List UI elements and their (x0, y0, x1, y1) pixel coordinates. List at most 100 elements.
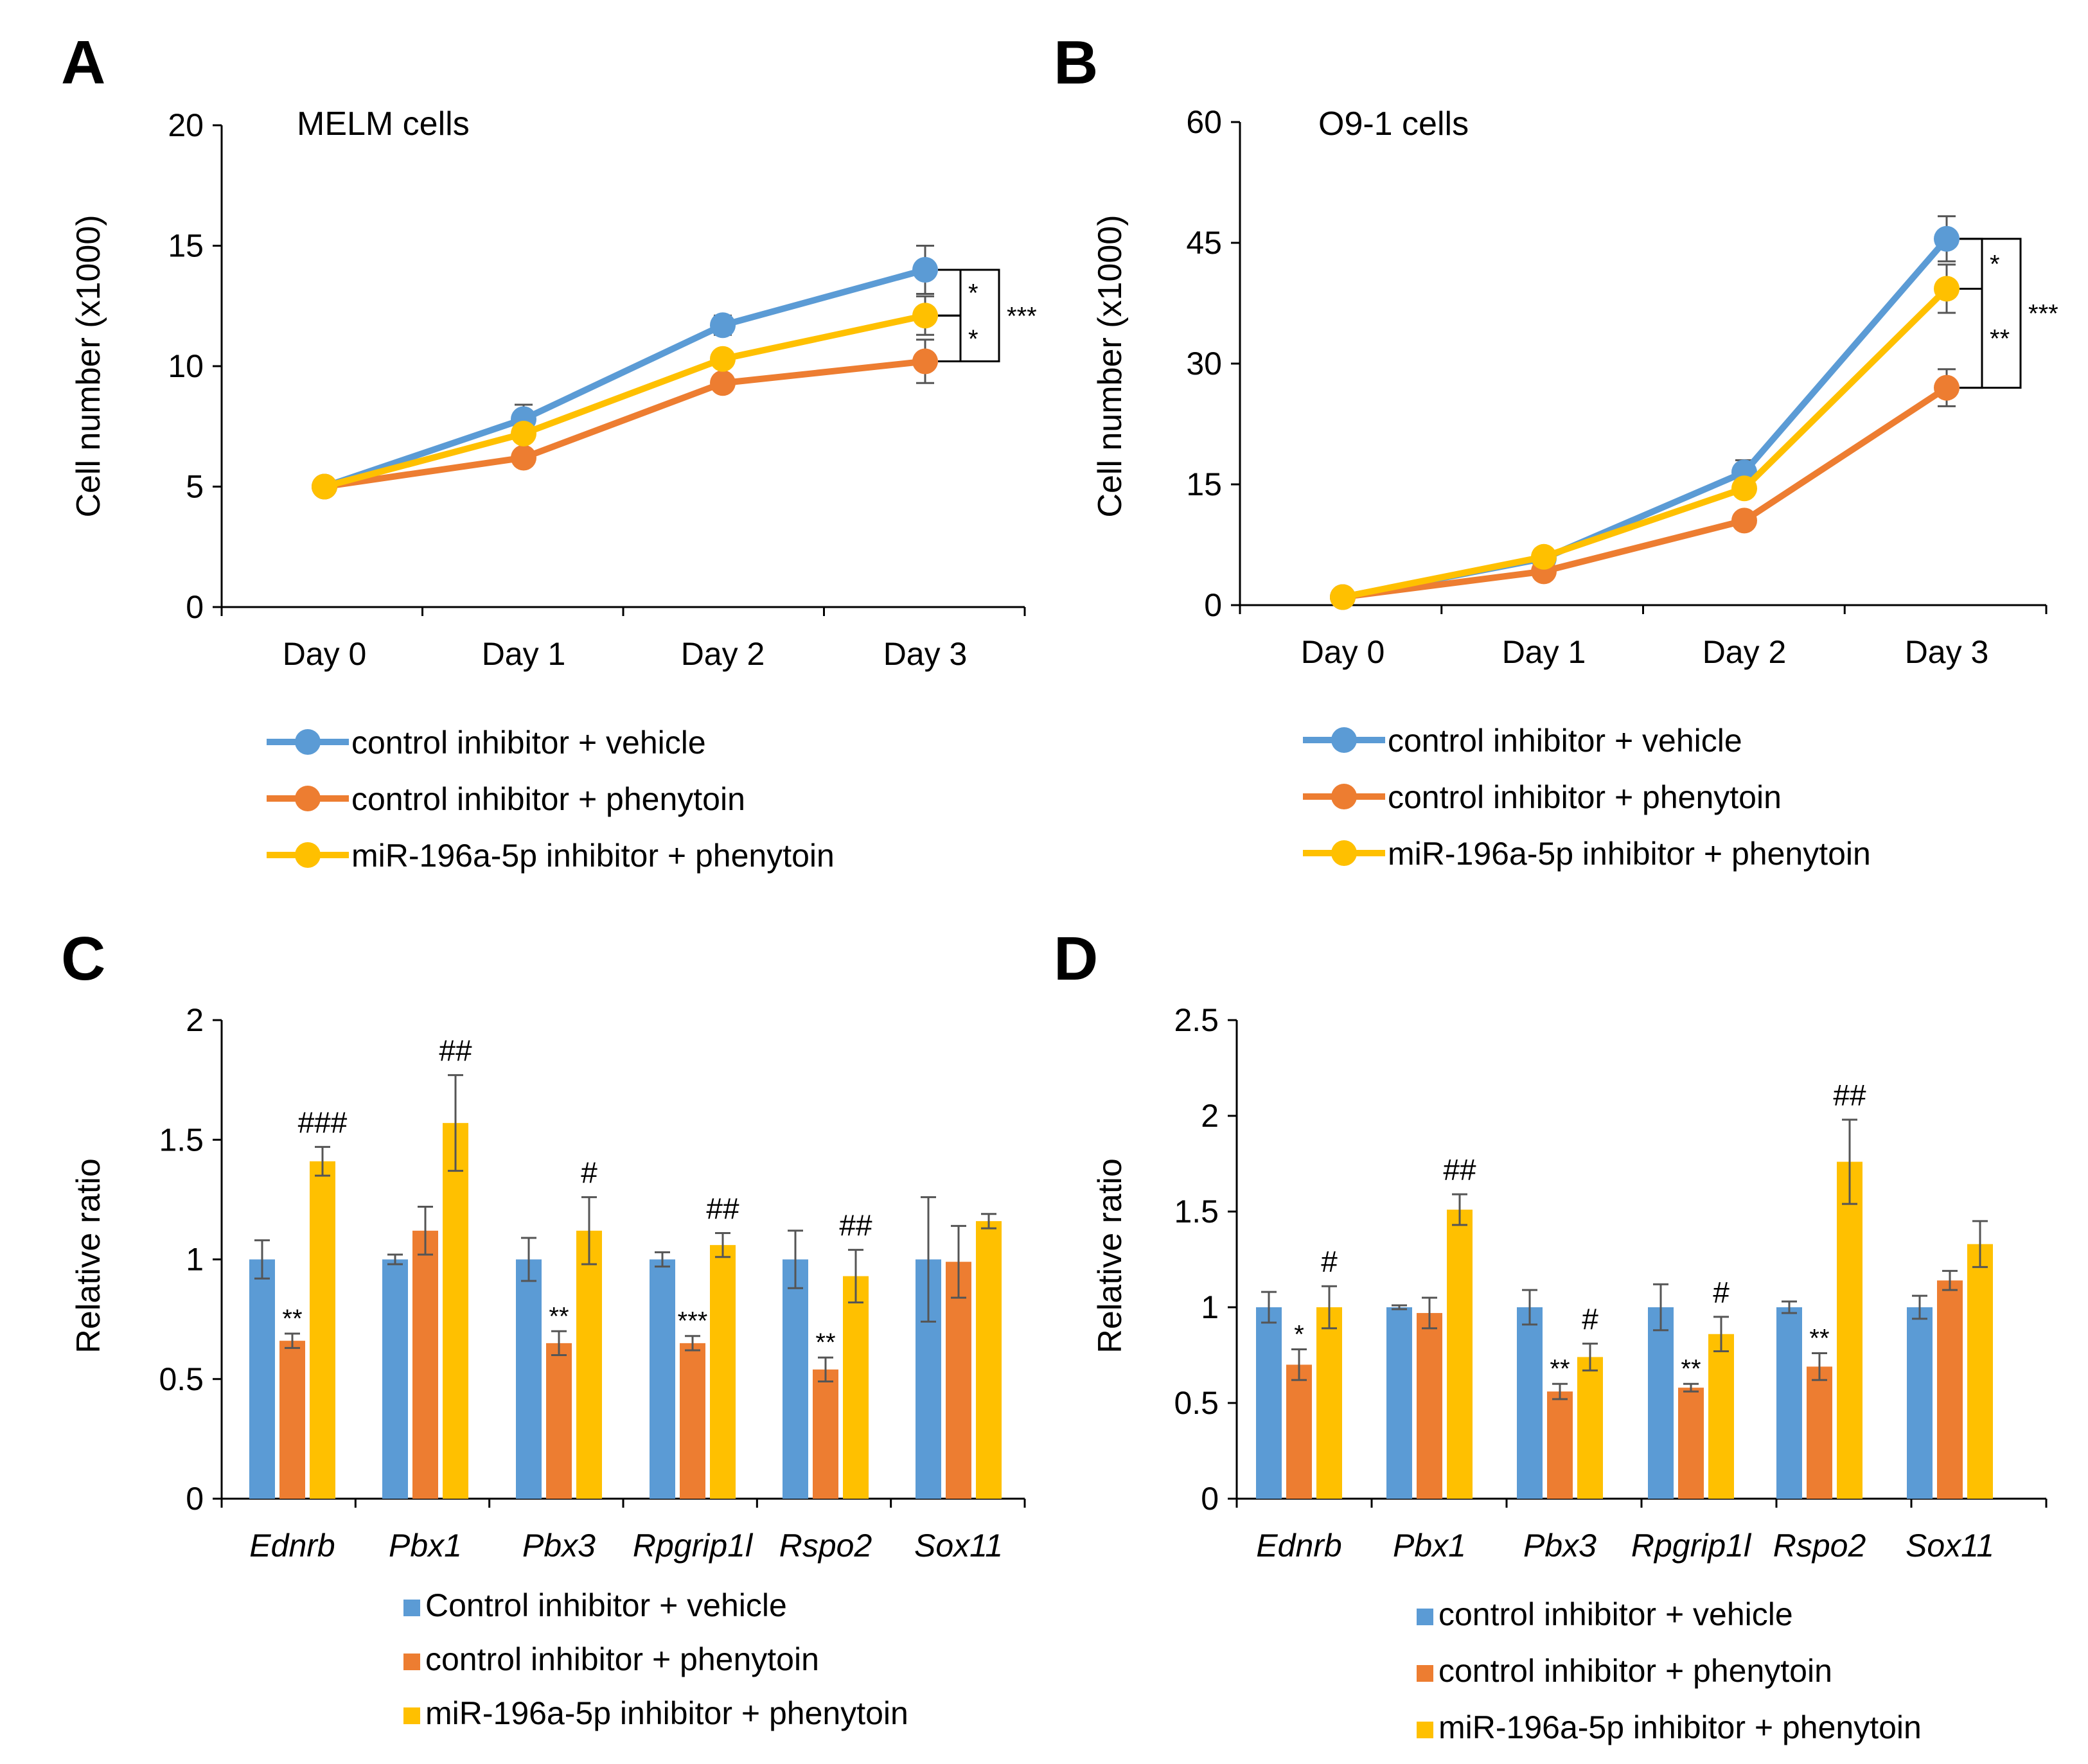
panel-b: 0 15 30 45 60 Cell number (x1000) B Day 0 Day 1 D… (1054, 28, 2058, 872)
legend-marker (295, 842, 321, 868)
significance-hash-label: # (1321, 1245, 1338, 1278)
data-point (1731, 475, 1757, 502)
bar (1776, 1307, 1802, 1499)
bar (1447, 1210, 1473, 1499)
y-axis-title: Relative ratio (1092, 1158, 1129, 1353)
significance-hash-label: ### (298, 1106, 348, 1139)
data-point (312, 473, 337, 500)
significance-bracket (1960, 238, 2022, 389)
legend-label: control inhibitor + phenytoin (1388, 779, 1782, 815)
legend-swatch (1417, 1665, 1433, 1682)
y-tick-label: 30 (1186, 346, 1222, 382)
y-tick-label: 0 (186, 1481, 204, 1517)
significance-label: *** (2028, 300, 2058, 328)
significance-hash-label: ## (706, 1192, 739, 1226)
x-category-label: Ednrb (249, 1528, 335, 1564)
significance-label: *** (678, 1307, 708, 1336)
bar (783, 1259, 808, 1499)
significance-label: ** (549, 1302, 569, 1330)
x-tick-label: Day 3 (883, 636, 968, 672)
bar (412, 1230, 438, 1499)
bar (680, 1343, 705, 1499)
data-point (511, 445, 536, 471)
x-tick-label: Day 0 (1301, 634, 1385, 670)
significance-label: ** (1681, 1355, 1701, 1383)
bar (1807, 1366, 1832, 1499)
bar (843, 1276, 869, 1499)
significance-label: ** (282, 1305, 302, 1333)
x-category-label: Ednrb (1256, 1528, 1341, 1564)
significance-hash-label: # (581, 1156, 597, 1190)
significance-bracket (938, 314, 962, 362)
legend-label: control inhibitor + vehicle (1438, 1596, 1793, 1632)
data-point (1330, 584, 1356, 610)
legend-label: miR-196a-5p inhibitor + phenytoin (425, 1695, 908, 1731)
x-tick-label: Day 2 (1703, 634, 1787, 670)
legend-swatch (1417, 1722, 1433, 1738)
data-point (710, 370, 736, 396)
significance-label: * (1294, 1321, 1304, 1349)
significance-hash-label: # (1713, 1276, 1730, 1309)
panel-label: C (61, 924, 105, 993)
x-category-label: Pbx1 (1393, 1528, 1466, 1564)
significance-bracket (938, 269, 962, 317)
bar (1837, 1161, 1862, 1499)
x-category-label: Sox11 (914, 1528, 1003, 1564)
x-category-label: Rpgrip1l (633, 1528, 754, 1564)
y-tick-label: 2.5 (1174, 1002, 1219, 1038)
bar (1386, 1307, 1412, 1499)
legend-marker (1331, 727, 1357, 753)
significance-hash-label: ## (1833, 1079, 1866, 1112)
bar (249, 1259, 275, 1499)
panel-label: D (1054, 924, 1098, 993)
y-tick-label: 1.5 (1174, 1194, 1219, 1230)
significance-bracket (938, 269, 1000, 362)
significance-hash-label: # (1582, 1303, 1598, 1336)
y-tick-label: 15 (168, 228, 204, 264)
bar (1967, 1244, 1993, 1499)
y-tick-label: 0.5 (159, 1361, 204, 1397)
y-tick-label: 2 (186, 1002, 204, 1038)
bar (976, 1221, 1002, 1499)
bar (576, 1230, 602, 1499)
y-axis-title: Relative ratio (70, 1158, 107, 1353)
series-line (1342, 286, 1949, 601)
data-point (1934, 225, 1960, 252)
legend-marker (1331, 840, 1357, 866)
y-tick-label: 0 (1204, 587, 1222, 623)
bar (1907, 1307, 1933, 1499)
data-point (912, 303, 938, 329)
chart-title: MELM cells (297, 105, 470, 143)
bar (1286, 1364, 1312, 1499)
data-point (1531, 543, 1557, 570)
legend-label: miR-196a-5p inhibitor + phenytoin (1388, 836, 1871, 872)
significance-label: ** (1809, 1325, 1829, 1353)
y-tick-label: 2 (1201, 1098, 1219, 1134)
bar (546, 1343, 572, 1499)
legend-label: Control inhibitor + vehicle (425, 1587, 787, 1623)
y-tick-label: 60 (1186, 104, 1222, 140)
data-point (710, 312, 736, 339)
panel-label: A (61, 28, 105, 97)
bar (1316, 1307, 1342, 1499)
legend-marker (295, 786, 321, 811)
legend-label: control inhibitor + phenytoin (1438, 1653, 1832, 1689)
data-point (511, 421, 536, 446)
legend-swatch (403, 1707, 420, 1724)
legend-marker (1331, 784, 1357, 809)
panel-a: 0 5 10 15 20 Cell number (x1000) A Day 0 Day 1 Da… (61, 28, 1037, 874)
bar (279, 1341, 305, 1499)
y-axis-title: Cell number (x1000) (70, 215, 107, 517)
significance-label: ** (1990, 325, 2010, 353)
bar (813, 1369, 838, 1499)
bar (710, 1245, 736, 1499)
bar (1937, 1280, 1963, 1499)
x-category-label: Rspo2 (779, 1528, 872, 1564)
bar (946, 1262, 971, 1499)
bar (1256, 1307, 1282, 1499)
data-point (1934, 375, 1960, 401)
significance-label: * (968, 325, 978, 353)
x-tick-label: Day 1 (1502, 634, 1586, 670)
significance-hash-label: ## (1443, 1153, 1476, 1186)
